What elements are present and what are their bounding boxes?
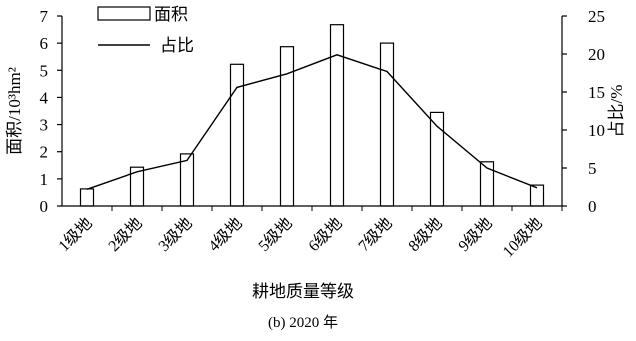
y-left-tick-label: 1 [40,170,49,189]
y-left-tick-label: 2 [40,143,49,162]
y-left-tick-label: 7 [40,7,49,26]
line-series-share [86,54,538,190]
x-tick-label: 4级地 [205,214,246,255]
y-left-tick-label: 0 [40,197,49,216]
y-right-tick-label: 0 [588,197,597,216]
bar-1 [79,188,95,207]
bar-7 [379,42,395,207]
x-tick-label: 2级地 [105,214,146,255]
y-axis-right-title: 占比/% [607,85,626,138]
y-left-tick-label: 6 [40,34,49,53]
x-tick-label: 5级地 [255,214,296,255]
x-tick-label: 7级地 [355,214,396,255]
y-right-tick-label: 25 [588,7,605,26]
x-tick-label: 1级地 [55,214,96,255]
y-axis-left-title: 面积/10³hm² [5,67,24,155]
x-tick-label: 3级地 [155,214,196,255]
bar-6 [329,24,345,207]
y-right-tick-label: 5 [588,159,597,178]
y-left-tick-label: 4 [40,88,49,107]
legend-label-line: 占比 [160,36,194,55]
bar-10 [529,184,545,207]
x-tick-label: 6级地 [305,214,346,255]
y-right-tick-label: 10 [588,121,605,140]
legend-swatch-bar [97,6,151,21]
bar-5 [279,46,295,207]
y-left-tick-label: 5 [40,61,49,80]
figure-caption: (b) 2020 年 [268,314,338,331]
x-axis-title: 耕地质量等级 [252,282,354,301]
legend-label-bar: 面积 [154,5,188,24]
x-tick-label: 10级地 [499,214,546,261]
y-right-tick-label: 20 [588,45,605,64]
y-left-tick-label: 3 [40,116,49,135]
x-tick-label: 8级地 [405,214,446,255]
y-right-tick-label: 15 [588,83,605,102]
x-tick-label: 9级地 [455,214,496,255]
